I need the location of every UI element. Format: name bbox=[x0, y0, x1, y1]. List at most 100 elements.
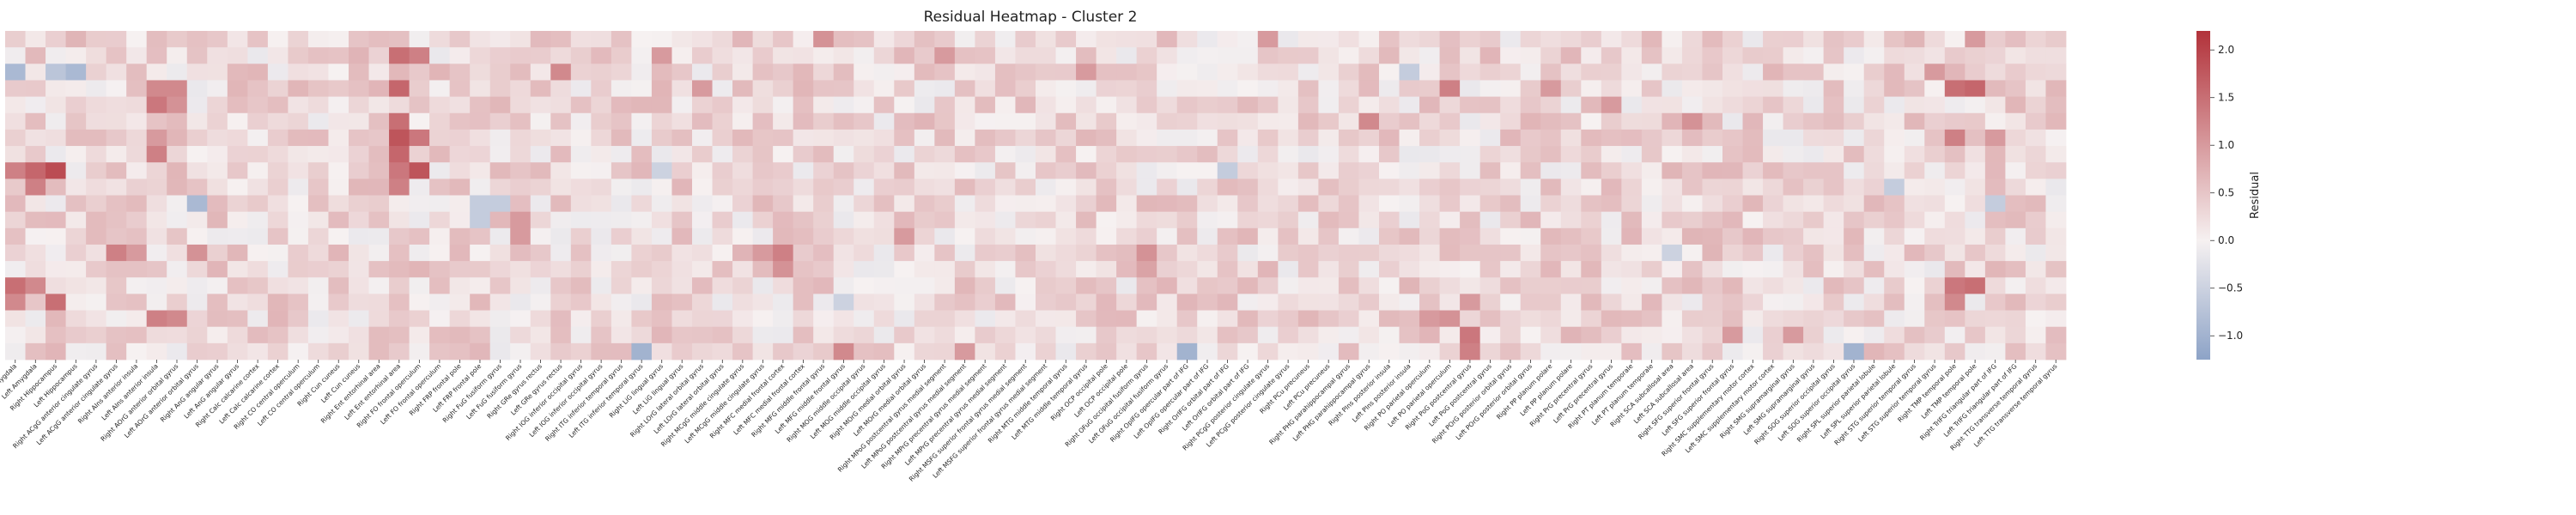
heatmap-cell bbox=[954, 47, 975, 64]
heatmap-cell bbox=[1157, 47, 1178, 64]
heatmap-cell bbox=[1500, 162, 1522, 179]
heatmap-cell bbox=[1479, 277, 1501, 294]
heatmap-cell bbox=[2045, 64, 2067, 81]
heatmap-cell bbox=[1621, 80, 1643, 97]
heatmap-cell bbox=[994, 277, 1016, 294]
heatmap-cell bbox=[994, 146, 1016, 163]
heatmap-cell bbox=[126, 80, 148, 97]
heatmap-cell bbox=[1823, 96, 1844, 114]
heatmap-cell bbox=[389, 310, 410, 328]
heatmap-cell bbox=[328, 342, 349, 360]
heatmap-cell bbox=[1217, 64, 1238, 81]
heatmap-cell bbox=[1763, 146, 1783, 163]
heatmap-cell bbox=[1318, 342, 1340, 360]
heatmap-cell bbox=[368, 112, 390, 130]
heatmap-cell bbox=[1136, 211, 1157, 229]
heatmap-cell bbox=[2025, 294, 2046, 311]
heatmap-cell bbox=[1520, 310, 1541, 328]
heatmap-cell bbox=[1884, 261, 1905, 278]
heatmap-cell bbox=[1439, 96, 1461, 114]
heatmap-cell bbox=[854, 162, 875, 179]
heatmap-cell bbox=[1297, 342, 1319, 360]
heatmap-cell bbox=[570, 162, 592, 179]
heatmap-cell bbox=[1621, 342, 1643, 360]
heatmap-cell bbox=[1055, 277, 1077, 294]
heatmap-cell bbox=[1419, 310, 1440, 328]
heatmap-cell bbox=[1904, 162, 1925, 179]
heatmap-cell bbox=[1257, 129, 1279, 147]
heatmap-cell bbox=[1844, 112, 1865, 130]
heatmap-cell bbox=[1702, 64, 1723, 81]
heatmap-cell bbox=[1742, 326, 1764, 344]
heatmap-cell bbox=[1399, 211, 1420, 229]
heatmap-cell bbox=[1217, 80, 1238, 97]
heatmap-cell bbox=[934, 146, 956, 163]
heatmap-cell bbox=[1621, 294, 1643, 311]
heatmap-cell bbox=[1055, 261, 1077, 278]
heatmap-cell bbox=[752, 277, 774, 294]
heatmap-cell bbox=[186, 277, 208, 294]
heatmap-cell bbox=[1318, 244, 1340, 262]
heatmap-cell bbox=[671, 195, 693, 213]
heatmap-cell bbox=[1984, 112, 2006, 130]
heatmap-cell bbox=[2045, 96, 2067, 114]
heatmap-cell bbox=[409, 64, 430, 81]
heatmap-cell bbox=[934, 195, 956, 213]
heatmap-cell bbox=[227, 47, 248, 64]
heatmap-cell bbox=[470, 211, 491, 229]
heatmap-cell bbox=[1844, 96, 1865, 114]
heatmap-cell bbox=[1984, 277, 2006, 294]
heatmap-cell bbox=[934, 31, 956, 48]
heatmap-cell bbox=[1116, 146, 1138, 163]
heatmap-cell bbox=[773, 47, 794, 64]
heatmap-cell bbox=[732, 342, 753, 360]
heatmap-cell bbox=[1641, 195, 1662, 213]
heatmap-cell bbox=[207, 310, 228, 328]
heatmap-cell bbox=[1763, 310, 1783, 328]
heatmap-cell bbox=[1439, 146, 1461, 163]
heatmap-cell bbox=[1055, 227, 1077, 245]
heatmap-cell bbox=[1944, 64, 1965, 81]
heatmap-cell bbox=[267, 310, 289, 328]
heatmap-cell bbox=[186, 227, 208, 245]
heatmap-cell bbox=[1944, 47, 1965, 64]
heatmap-cell bbox=[1924, 112, 1946, 130]
heatmap-cell bbox=[873, 146, 895, 163]
heatmap-cell bbox=[914, 277, 935, 294]
heatmap-cell bbox=[1015, 64, 1036, 81]
heatmap-cell bbox=[1318, 129, 1340, 147]
heatmap-cell bbox=[1944, 129, 1965, 147]
heatmap-cell bbox=[1015, 179, 1036, 196]
heatmap-cell bbox=[1823, 146, 1844, 163]
heatmap-cell bbox=[1823, 31, 1844, 48]
heatmap-cell bbox=[1662, 326, 1683, 344]
heatmap-cell bbox=[1641, 162, 1662, 179]
heatmap-cell bbox=[1460, 277, 1481, 294]
heatmap-cell bbox=[1116, 47, 1138, 64]
heatmap-cell bbox=[914, 179, 935, 196]
heatmap-cell bbox=[5, 96, 26, 114]
heatmap-cell bbox=[368, 310, 390, 328]
heatmap-cell bbox=[873, 64, 895, 81]
heatmap-cell bbox=[489, 64, 511, 81]
heatmap-cell bbox=[530, 47, 551, 64]
heatmap-cell bbox=[207, 47, 228, 64]
heatmap-cell bbox=[1338, 342, 1359, 360]
heatmap-cell bbox=[1803, 112, 1825, 130]
heatmap-cell bbox=[1944, 294, 1965, 311]
heatmap-cell bbox=[1540, 244, 1562, 262]
heatmap-cell bbox=[25, 211, 46, 229]
heatmap-cell bbox=[1318, 294, 1340, 311]
heatmap-cell bbox=[288, 64, 309, 81]
heatmap-cell bbox=[1641, 47, 1662, 64]
heatmap-cell bbox=[1560, 261, 1582, 278]
heatmap-cell bbox=[1944, 96, 1965, 114]
heatmap-cell bbox=[1055, 326, 1077, 344]
heatmap-cell bbox=[773, 179, 794, 196]
heatmap-cell bbox=[914, 146, 935, 163]
heatmap-cell bbox=[1439, 211, 1461, 229]
heatmap-cell bbox=[975, 195, 996, 213]
heatmap-cell bbox=[2045, 195, 2067, 213]
heatmap-cell bbox=[1278, 96, 1299, 114]
heatmap-cell bbox=[671, 211, 693, 229]
